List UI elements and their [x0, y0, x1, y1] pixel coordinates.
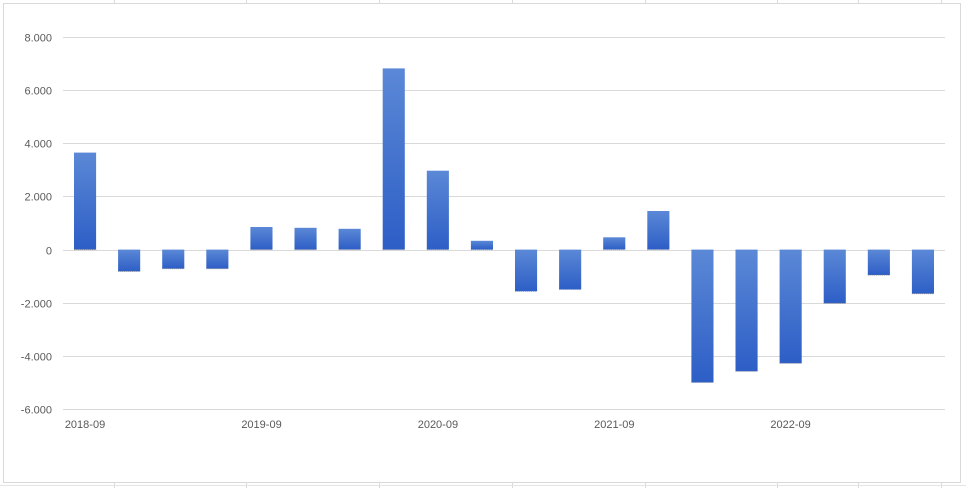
- bar: [338, 228, 361, 250]
- bar: [162, 249, 185, 269]
- bar: [74, 152, 97, 250]
- sheet-row-divider: [0, 485, 966, 486]
- bar: [647, 211, 670, 250]
- y-tick-label: 6.000: [24, 86, 52, 98]
- x-tick-label: 2021-09: [594, 419, 634, 431]
- y-tick-label: -2.000: [21, 299, 52, 311]
- bar: [250, 227, 273, 250]
- bar: [735, 249, 758, 372]
- chart-area[interactable]: 8.000 6.000 4.000 2.000 0 -2.000 -4.000 -6.000 …: [3, 3, 961, 483]
- bar: [470, 240, 493, 250]
- y-tick-label: 8.000: [24, 33, 52, 45]
- x-tick-label: 2022-09: [770, 419, 810, 431]
- bar: [559, 249, 582, 290]
- bar: [382, 68, 405, 250]
- y-tick-label: 2.000: [24, 192, 52, 204]
- bar: [515, 249, 538, 292]
- bar: [779, 249, 802, 364]
- x-tick-label: 2018-09: [65, 419, 105, 431]
- x-tick-label: 2020-09: [418, 419, 458, 431]
- bars: [74, 68, 934, 383]
- gridlines: [63, 37, 945, 410]
- y-axis-labels: 8.000 6.000 4.000 2.000 0 -2.000 -4.000 -6.000: [21, 33, 52, 417]
- bar: [911, 249, 934, 294]
- y-tick-label: -4.000: [21, 352, 52, 364]
- bar: [294, 227, 317, 250]
- bar: [823, 249, 846, 304]
- bar: [867, 249, 890, 276]
- y-tick-label: 0: [46, 246, 52, 258]
- bar: [603, 237, 626, 250]
- bar: [691, 249, 714, 383]
- bar: [206, 249, 229, 269]
- y-tick-label: 4.000: [24, 139, 52, 151]
- x-axis-labels: 2018-09 2019-09 2020-09 2021-09 2022-09: [65, 419, 811, 431]
- x-tick-label: 2019-09: [241, 419, 281, 431]
- bar: [118, 249, 141, 272]
- y-tick-label: -6.000: [21, 405, 52, 417]
- bar-chart: 8.0006.0004.0002.0000-2.000-4.000-6.000 …: [21, 33, 945, 431]
- bar: [426, 170, 449, 250]
